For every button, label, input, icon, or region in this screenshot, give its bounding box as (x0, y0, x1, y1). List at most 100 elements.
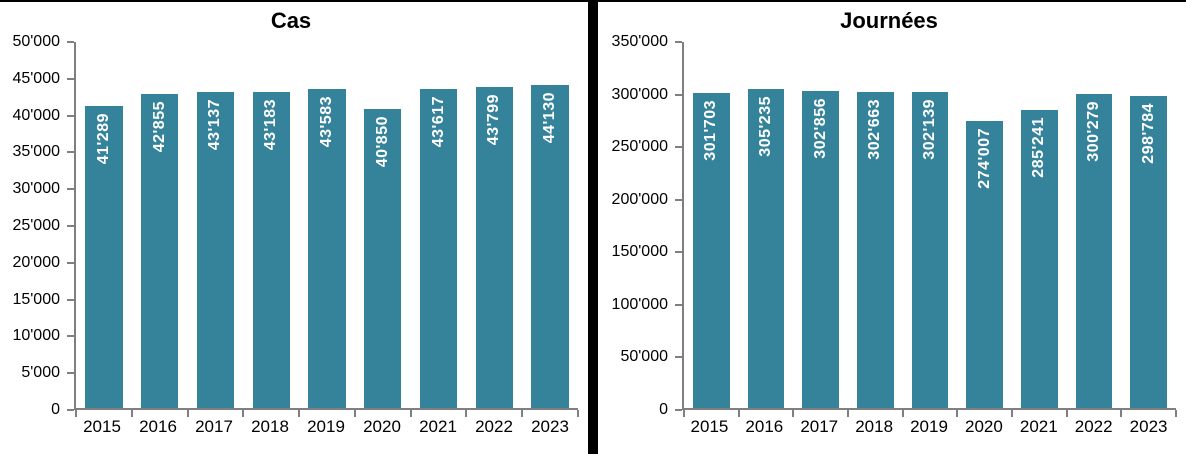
bar-slot-2021: 285'241 (1012, 42, 1067, 408)
x-axis-tick-mark (298, 410, 301, 417)
bar-value-label: 301'703 (702, 99, 720, 161)
x-axis-tick-mark (737, 410, 740, 417)
bar-value-label: 43'137 (206, 99, 224, 151)
chart-title-cas: Cas (270, 8, 312, 33)
bar-2020: 40'850 (364, 108, 402, 408)
y-axis-tick-label: 20'000 (12, 253, 60, 271)
bar-2015: 41'289 (85, 105, 123, 408)
chart-title-journees: Journées (840, 8, 938, 33)
x-axis-tick-mark (242, 410, 245, 417)
bar-2022: 43'799 (475, 87, 514, 408)
y-axis-tick-mark (67, 372, 74, 375)
bar-value-label: 302'139 (921, 99, 939, 160)
x-axis: 2015 2016 2017 2018 2019 2020 2021 2022 2023 (682, 410, 1176, 446)
x-axis-label-2019: 2019 (307, 417, 345, 436)
bar-2016: 305'235 (747, 88, 785, 408)
y-axis-tick-label: 45'000 (12, 69, 60, 87)
y-axis-tick-mark (675, 356, 682, 359)
y-axis-tick-label: 350'000 (611, 33, 668, 50)
y-axis-tick-label: 200'000 (611, 190, 668, 208)
y-axis-tick-mark (675, 146, 682, 149)
bar-value-label: 42'855 (150, 101, 168, 153)
bar-slot-2018: 43'183 (243, 42, 299, 408)
y-axis-tick-mark (67, 151, 74, 154)
bar-slot-2017: 302'856 (793, 42, 848, 408)
x-axis-label-2021: 2021 (1019, 417, 1058, 436)
x-axis-label-2016: 2016 (139, 417, 177, 436)
bar-2017: 43'137 (196, 92, 235, 408)
x-axis-tick-mark (577, 410, 579, 417)
bar-2020: 274'007 (966, 121, 1003, 408)
x-axis-label-2019: 2019 (910, 417, 948, 436)
chart-body: 0 5'000 10'000 15'000 20'000 25'000 30'000 35'0… (4, 33, 579, 446)
y-axis-tick-mark (67, 41, 74, 43)
x-axis-label-2020: 2020 (964, 417, 1003, 436)
bar-slot-2020: 40'850 (355, 42, 411, 408)
bar-2018: 302'663 (857, 91, 894, 408)
bar-slot-2015: 301'703 (684, 42, 739, 408)
bar-slot-2019: 43'583 (299, 42, 355, 408)
plot-area: 301'703 305'235 302'856 302'663 302'139 274'0… (682, 42, 1177, 417)
y-axis-tick-mark (675, 93, 682, 96)
y-axis-tick-mark (67, 188, 74, 191)
x-axis-label-2015: 2015 (83, 417, 121, 436)
chart-body: 0 50'000 100'000 150'000 200'000 250'000 300'0… (602, 33, 1177, 446)
x-axis-tick-mark (186, 410, 189, 417)
x-axis-label-2018: 2018 (251, 417, 289, 436)
y-axis-tick-mark (67, 335, 74, 338)
bar-slot-2021: 43'617 (411, 42, 467, 408)
y-axis-tick-mark (67, 298, 74, 301)
y-axis-tick-mark (67, 409, 74, 411)
x-axis-tick-mark (956, 410, 959, 417)
x-axis-tick-mark (683, 410, 685, 417)
x-axis-label-2016: 2016 (745, 417, 784, 436)
bar-2021: 43'617 (419, 88, 458, 408)
y-axis-tick-label: 35'000 (12, 143, 60, 161)
y-axis-tick-label: 250'000 (611, 138, 668, 156)
x-axis-label-2022: 2022 (475, 417, 513, 436)
y-axis-tick-label: 300'000 (611, 85, 668, 103)
x-axis-tick-mark (1120, 410, 1123, 417)
bar-2022: 300'279 (1075, 94, 1113, 408)
bar-slot-2023: 298'784 (1121, 42, 1176, 408)
y-axis-tick-label: 50'000 (12, 33, 60, 50)
y-axis-tick-mark (675, 303, 682, 306)
x-axis: 2015 2016 2017 2018 2019 2020 2021 2022 2023 (74, 410, 578, 446)
y-axis-tick-mark (67, 261, 74, 264)
y-axis-tick-label: 30'000 (12, 180, 60, 198)
y-axis-tick-mark (675, 409, 682, 411)
bar-2016: 42'855 (140, 94, 179, 408)
x-axis-label-2023: 2023 (1129, 417, 1168, 436)
bar-2018: 43'183 (252, 91, 290, 408)
x-axis-tick-mark (901, 410, 904, 417)
x-axis-tick-mark (792, 410, 795, 417)
y-axis-tick-label: 100'000 (611, 295, 668, 313)
chart-cas: Cas 0 5'000 10'000 15'000 20'000 25'000 30'000… (0, 2, 588, 454)
bar-slot-2020: 274'007 (957, 42, 1012, 408)
bar-value-label: 43'183 (262, 98, 280, 151)
y-axis-tick-mark (67, 225, 74, 227)
bar-2019: 43'583 (308, 88, 346, 408)
x-axis-tick-mark (409, 410, 412, 417)
bar-slot-2017: 43'137 (188, 42, 244, 408)
y-axis: 0 5'000 10'000 15'000 20'000 25'000 30'000 35'0… (4, 33, 74, 418)
bar-2023: 298'784 (1130, 95, 1168, 408)
bar-2021: 285'241 (1021, 109, 1058, 408)
bar-value-label: 44'130 (541, 91, 559, 144)
panel-divider (588, 2, 598, 454)
y-axis-tick-label: 40'000 (12, 106, 60, 124)
bar-2017: 302'856 (802, 91, 839, 408)
bar-value-label: 41'289 (94, 112, 112, 165)
bar-value-label: 302'663 (866, 98, 884, 160)
bar-2023: 44'130 (531, 84, 569, 408)
x-axis-tick-mark (1011, 410, 1013, 417)
y-axis: 0 50'000 100'000 150'000 200'000 250'000 300'0… (602, 33, 682, 418)
y-axis-tick-mark (675, 198, 682, 201)
bar-slot-2018: 302'663 (848, 42, 903, 408)
x-axis-label-2017: 2017 (195, 417, 233, 436)
y-axis-tick-mark (67, 77, 74, 80)
bar-slot-2023: 44'130 (522, 42, 578, 408)
y-axis-tick-mark (675, 251, 682, 254)
y-axis-tick-label: 50'000 (620, 348, 668, 366)
